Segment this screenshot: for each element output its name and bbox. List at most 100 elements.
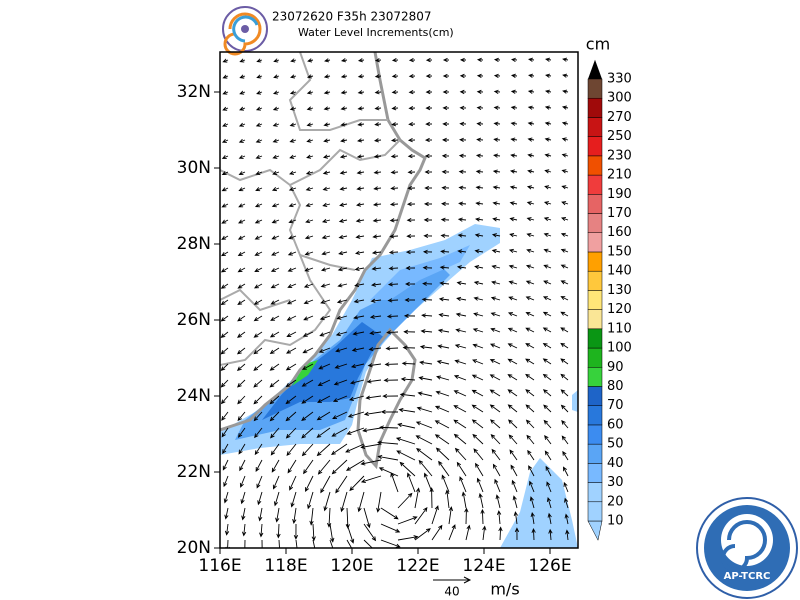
wind-arrow	[383, 378, 399, 383]
wind-arrow	[400, 377, 416, 382]
wind-arrow	[222, 58, 229, 63]
wind-arrow	[408, 105, 416, 111]
wind-arrow	[269, 379, 280, 388]
wind-arrow	[475, 169, 484, 174]
wind-arrow	[482, 525, 487, 541]
wind-arrow	[353, 315, 365, 320]
wind-arrow	[415, 435, 433, 445]
colorbar-label: 150	[607, 244, 632, 259]
wind-arrow	[546, 496, 552, 509]
colorbar-label: 90	[607, 360, 624, 375]
wind-arrow	[406, 201, 416, 207]
wind-arrow	[489, 374, 501, 381]
wind-arrow	[405, 281, 416, 287]
wind-arrow	[510, 89, 518, 94]
wind-arrow	[491, 448, 501, 461]
wind-arrow	[543, 201, 552, 206]
wind-arrow	[356, 170, 365, 175]
wind-arrow	[339, 186, 348, 191]
wind-arrow	[318, 363, 331, 370]
wind-arrow	[542, 358, 552, 365]
wind-arrow	[255, 154, 263, 159]
wind-arrow	[333, 379, 348, 386]
wind-arrow	[237, 315, 246, 322]
wind-arrow	[475, 153, 484, 158]
colorbar-box	[587, 78, 603, 99]
wind-arrow	[542, 327, 552, 333]
wind-arrow	[509, 449, 518, 461]
wind-arrow	[561, 169, 569, 174]
wind-arrow	[323, 122, 331, 127]
wind-arrow	[494, 478, 501, 493]
wind-arrow	[237, 395, 246, 405]
wind-arrow	[382, 393, 399, 399]
wind-arrow	[256, 90, 263, 95]
wind-arrow	[390, 472, 399, 493]
wind-arrow	[374, 106, 382, 111]
wind-arrow	[510, 73, 518, 78]
wind-arrow	[489, 359, 501, 365]
wind-arrow	[220, 299, 229, 306]
wind-arrow	[222, 74, 229, 79]
wind-arrow	[564, 497, 569, 509]
wind-arrow	[347, 411, 365, 418]
wind-arrow	[222, 443, 229, 455]
wind-arrow	[257, 491, 263, 506]
wind-arrow	[339, 154, 348, 159]
wind-arrow	[472, 359, 484, 365]
wind-arrow	[220, 283, 229, 289]
wind-arrow	[306, 122, 314, 127]
wind-arrow	[363, 523, 377, 542]
wind-arrow	[408, 73, 416, 79]
wind-arrow	[356, 186, 365, 191]
wind-arrow	[560, 232, 569, 237]
wind-arrow	[272, 138, 280, 143]
wind-arrow	[220, 395, 229, 405]
wind-arrow	[372, 234, 382, 239]
colorbar-label: 60	[607, 417, 624, 432]
shade-mid	[370, 245, 470, 300]
wind-arrow	[453, 390, 467, 397]
wind-arrow	[269, 395, 280, 405]
wind-arrow	[357, 58, 365, 63]
wind-arrow	[285, 411, 297, 422]
colorbar-box	[587, 367, 603, 387]
wind-arrow	[271, 235, 280, 240]
wind-arrow	[435, 447, 450, 461]
wind-arrow	[323, 138, 331, 143]
wind-arrow	[367, 363, 382, 368]
wind-arrow	[222, 90, 229, 95]
wind-arrow	[287, 267, 297, 272]
wind-arrow	[338, 234, 348, 240]
wind-arrow	[459, 137, 467, 143]
wind-arrow	[472, 433, 484, 445]
wind-arrow	[419, 360, 433, 365]
wind-arrow	[425, 57, 433, 63]
wind-arrow	[525, 343, 535, 349]
wind-arrow	[286, 315, 297, 321]
wind-arrow	[560, 342, 569, 349]
wind-arrow	[529, 480, 535, 493]
wind-arrow	[389, 202, 399, 207]
wind-arrow	[489, 343, 501, 349]
colorbar-label: 120	[607, 302, 632, 317]
wind-arrow	[403, 313, 416, 319]
wind-arrow	[339, 202, 348, 207]
wind-arrow	[221, 138, 229, 143]
wind-arrow	[301, 379, 314, 387]
wind-arrow	[561, 420, 569, 429]
wind-arrow	[221, 251, 229, 257]
wind-arrow	[305, 219, 314, 224]
wind-arrow	[496, 510, 502, 525]
wind-arrow	[287, 459, 297, 474]
wind-arrow	[236, 347, 246, 355]
wind-arrow	[273, 491, 280, 507]
wind-arrow	[439, 265, 450, 270]
wind-arrow	[448, 524, 456, 541]
wind-arrow	[376, 491, 382, 513]
colorbar-box	[587, 174, 603, 195]
wind-arrow	[255, 459, 263, 472]
wind-arrow	[286, 331, 297, 338]
wind-arrow	[398, 407, 416, 413]
wind-arrow	[407, 169, 416, 175]
